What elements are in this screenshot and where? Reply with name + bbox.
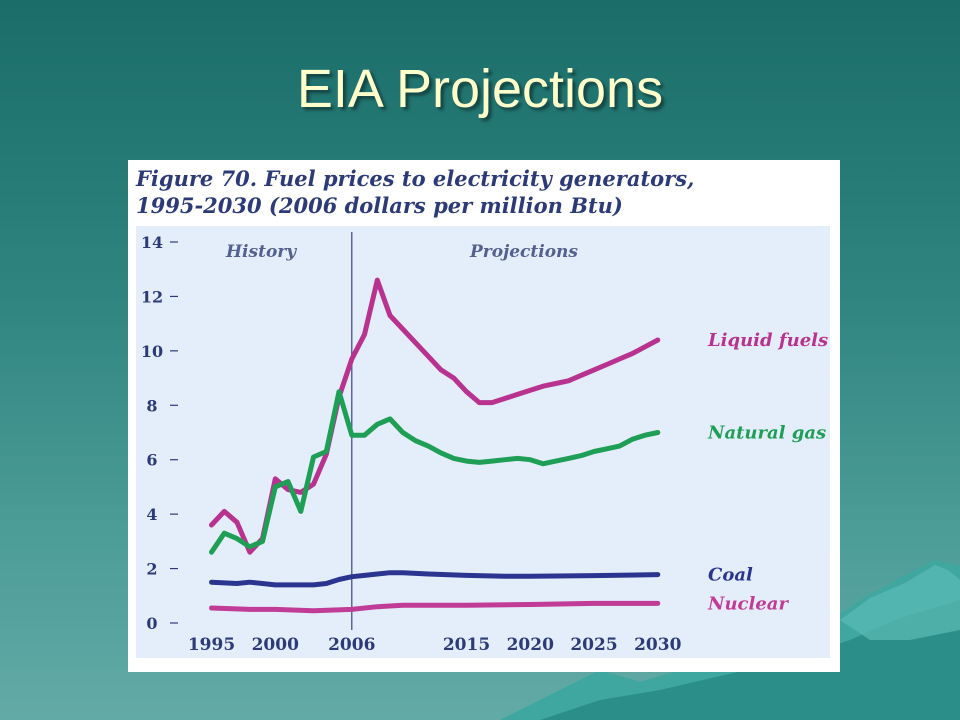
y-axis: 0 2 4 6 8 10 12 14 — [141, 233, 178, 633]
y-tick-label: 2 — [146, 560, 157, 579]
chart-title: Figure 70. Fuel prices to electricity ge… — [135, 166, 694, 191]
projections-annotation: Projections — [469, 242, 578, 262]
y-tick-label: 8 — [146, 396, 157, 415]
x-tick-label: 2000 — [252, 635, 299, 655]
x-tick-label: 2020 — [507, 635, 554, 655]
chart-subtitle: 1995-2030 (2006 dollars per million Btu) — [136, 193, 623, 218]
slide-title: EIA Projections — [296, 59, 664, 119]
x-axis: 1995 2000 2006 2015 2020 2025 2030 — [188, 635, 682, 655]
series-layer — [209, 277, 661, 614]
coal-line — [209, 570, 661, 588]
y-tick-label: 14 — [141, 233, 163, 252]
series-labels: Liquid fuels Natural gas Coal Nuclear — [707, 330, 828, 614]
x-tick-label: 2006 — [328, 635, 375, 655]
chart-figure: Figure 70. Fuel prices to electricity ge… — [128, 160, 840, 672]
nuclear-label: Nuclear — [707, 593, 789, 614]
x-tick-label: 1995 — [188, 635, 235, 655]
liquid-fuels-line — [209, 277, 661, 555]
y-tick-label: 10 — [141, 342, 163, 361]
y-tick-label: 6 — [146, 451, 157, 470]
y-tick-label: 12 — [141, 287, 163, 306]
x-tick-label: 2015 — [443, 635, 490, 655]
y-tick-label: 0 — [146, 614, 157, 633]
nuclear-line — [209, 600, 661, 614]
x-tick-label: 2025 — [570, 635, 617, 655]
history-annotation: History — [225, 242, 297, 262]
plot-area — [136, 226, 830, 658]
coal-label: Coal — [708, 565, 753, 586]
x-tick-label: 2030 — [634, 635, 681, 655]
liquid-fuels-label: Liquid fuels — [707, 330, 828, 351]
natural-gas-label: Natural gas — [707, 423, 826, 444]
y-tick-label: 4 — [146, 505, 157, 524]
fuel-price-chart: Figure 70. Fuel prices to electricity ge… — [135, 166, 830, 658]
natural-gas-line — [209, 389, 661, 555]
